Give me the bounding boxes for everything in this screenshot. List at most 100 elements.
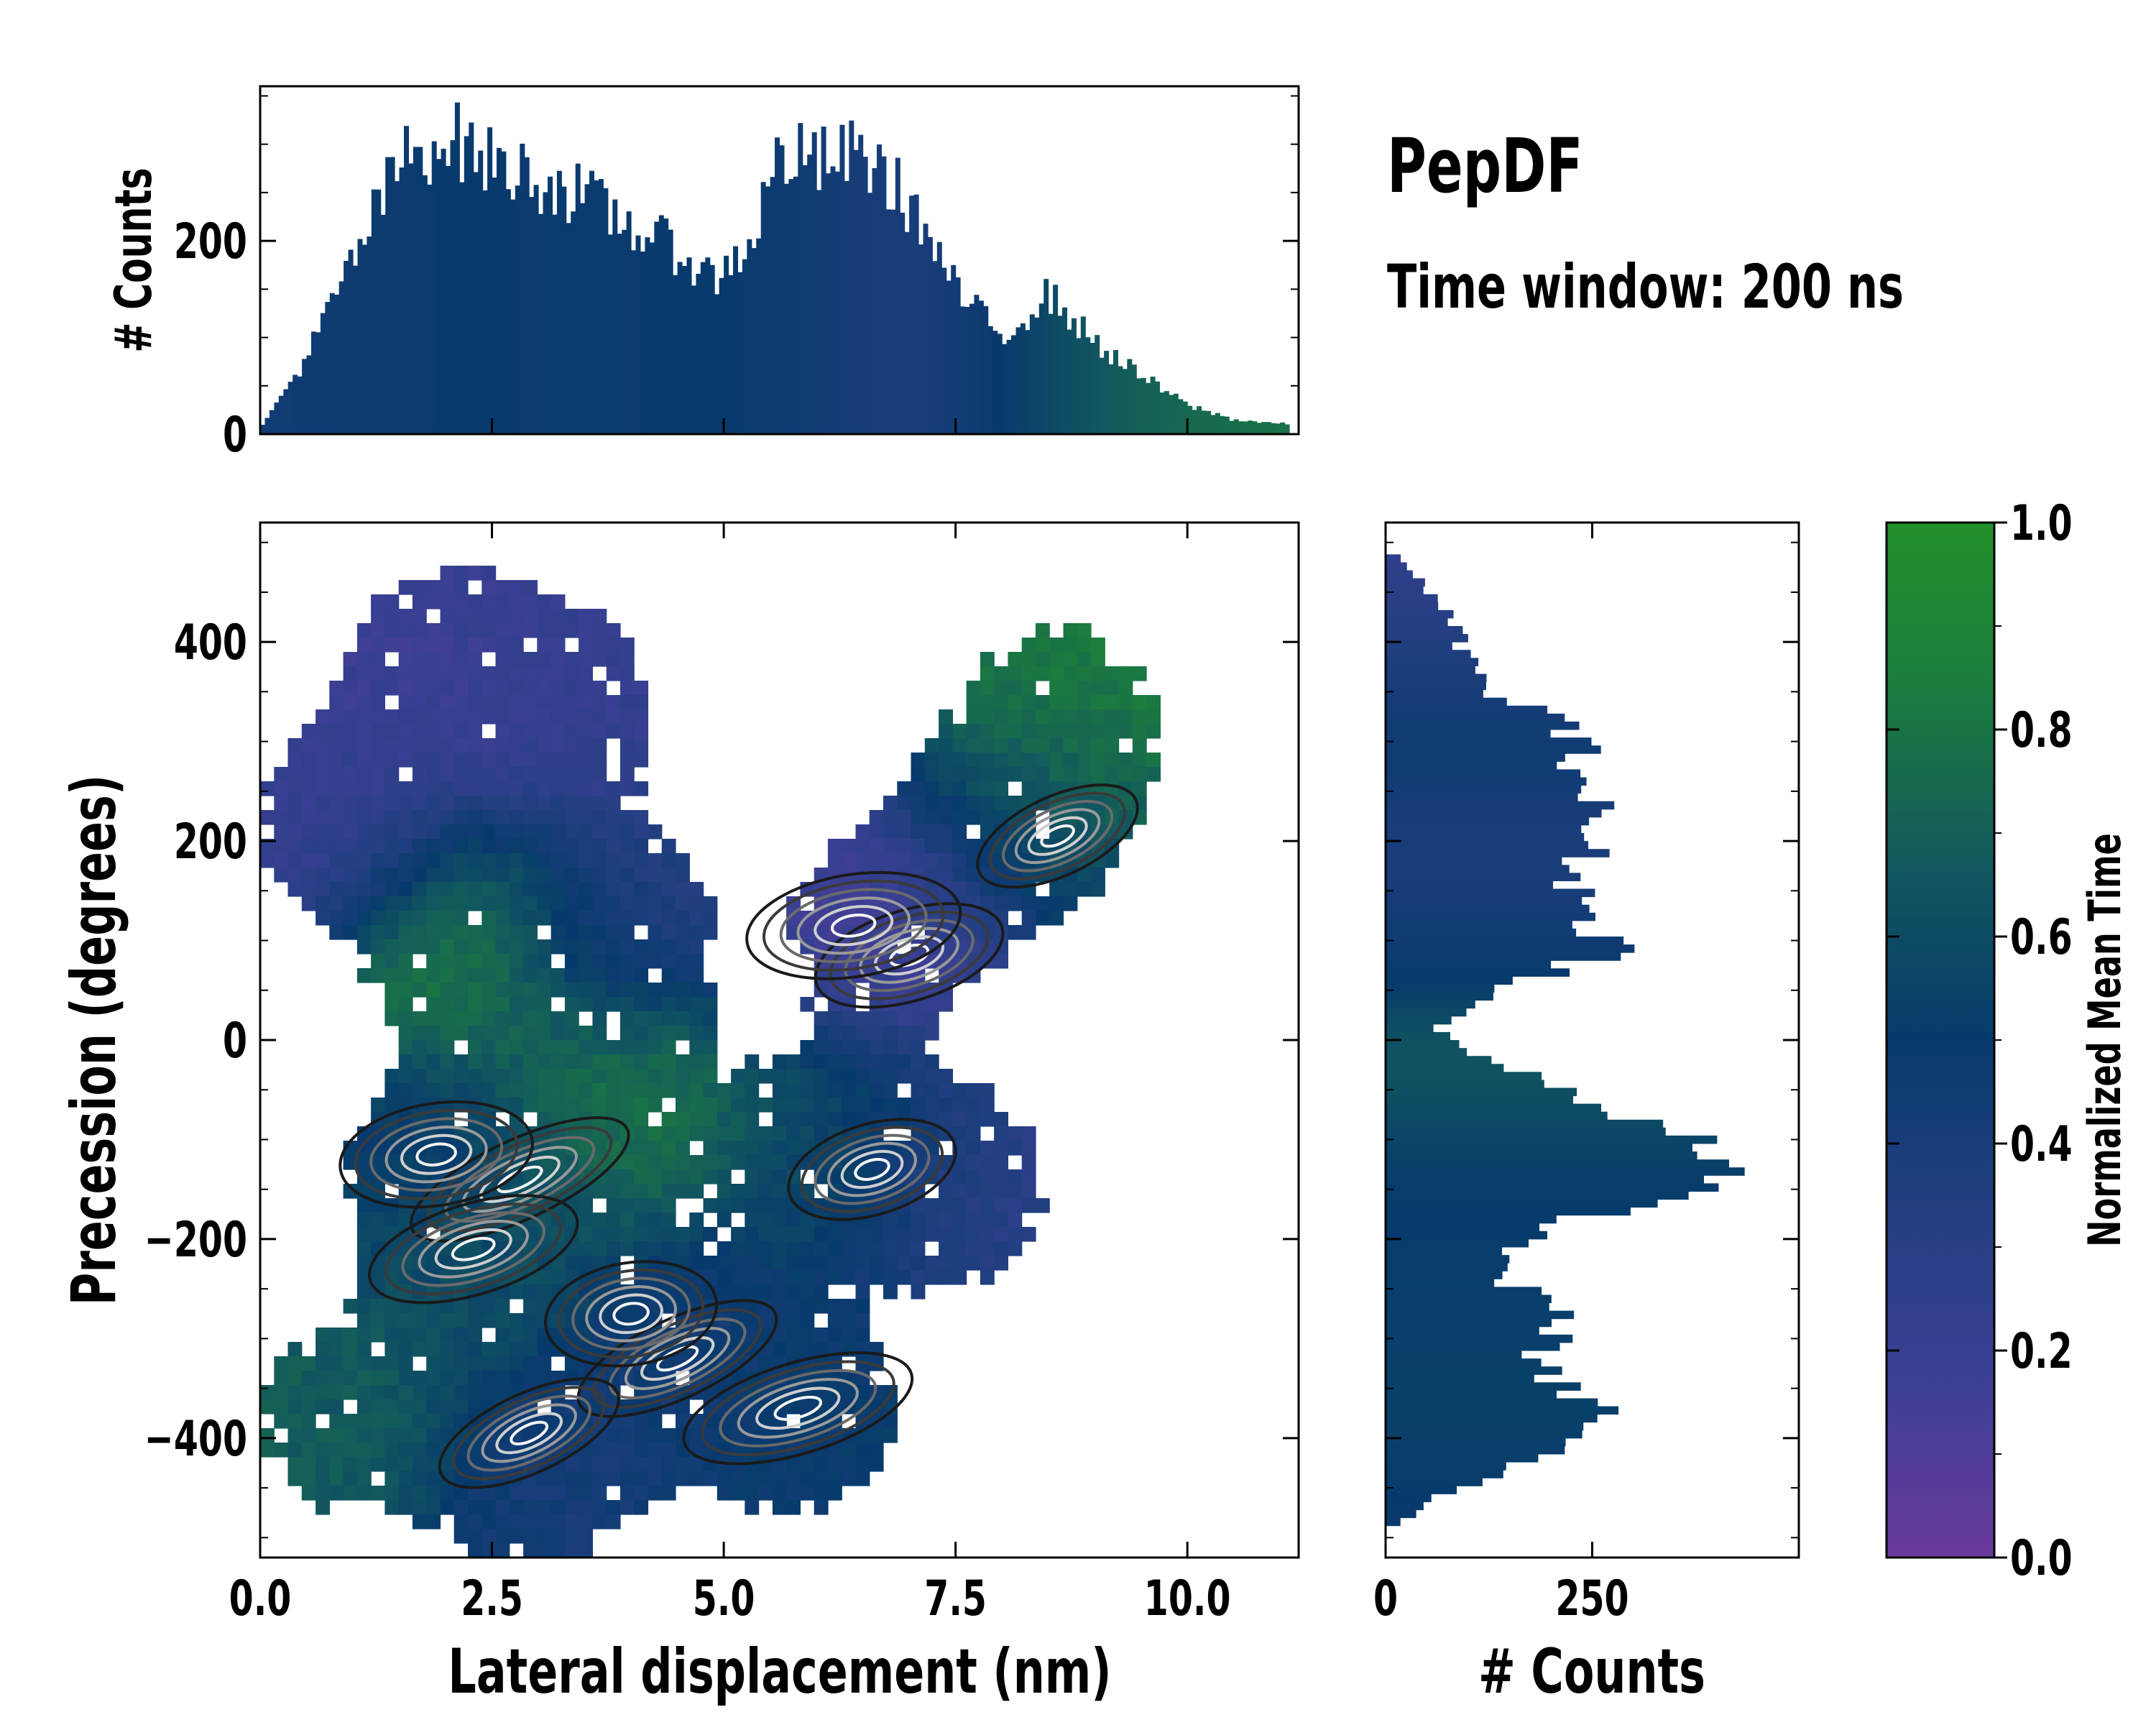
heatmap-cell (550, 1399, 566, 1414)
right-histogram-bar (1386, 1159, 1729, 1168)
heatmap-cell (827, 1026, 842, 1041)
heatmap-cell (274, 868, 289, 883)
heatmap-cell (550, 1514, 566, 1530)
heatmap-cell (482, 738, 497, 753)
top-histogram-bar (297, 376, 303, 434)
heatmap-cell (398, 666, 413, 681)
heatmap-cell (606, 810, 621, 825)
right-histogram-bar (1386, 1064, 1504, 1072)
heatmap-cell (619, 709, 635, 724)
heatmap-cell (453, 666, 469, 681)
heatmap-cell (606, 1083, 621, 1098)
heatmap-cell (329, 796, 344, 811)
heatmap-cell (384, 1098, 400, 1113)
heatmap-cell (412, 1054, 427, 1070)
heatmap-cell (924, 1270, 939, 1285)
heatmap-cell (952, 1126, 967, 1141)
density-contour (452, 1386, 606, 1481)
heatmap-cell (745, 1213, 760, 1228)
top-histogram-bar (1085, 337, 1091, 434)
heatmap-cell (966, 767, 981, 782)
density-contour (401, 1211, 546, 1287)
heatmap-cell (606, 638, 621, 653)
heatmap-cell (440, 1040, 455, 1055)
heatmap-cell (717, 1284, 732, 1300)
heatmap-cell (564, 609, 579, 624)
heatmap-cell (619, 868, 635, 883)
heatmap-cell (883, 853, 898, 868)
heatmap-cell (897, 781, 912, 796)
heatmap-cell (384, 767, 400, 782)
heatmap-cell (412, 1457, 427, 1472)
heatmap-cell (550, 939, 566, 954)
heatmap-cell (1035, 853, 1050, 868)
heatmap-cell (537, 695, 552, 710)
heatmap-cell (329, 738, 344, 753)
right-histogram-bar (1386, 713, 1565, 722)
heatmap-cell (384, 753, 400, 768)
heatmap-cell (550, 594, 566, 610)
heatmap-cell (412, 666, 427, 681)
heatmap-cell (952, 1213, 967, 1228)
top-histogram-bar (909, 196, 915, 434)
heatmap-cell (315, 882, 330, 897)
heatmap-cell (939, 839, 953, 854)
top-histogram-bar (515, 185, 520, 434)
heatmap-cell (619, 1241, 635, 1256)
heatmap-cell (495, 638, 510, 653)
heatmap-cell (426, 839, 441, 854)
heatmap-cell (329, 882, 344, 897)
heatmap-cell (523, 882, 538, 897)
heatmap-cell (1077, 868, 1092, 883)
heatmap-cell (717, 1112, 732, 1127)
heatmap-cell (1077, 709, 1092, 724)
top-histogram-bar (589, 170, 594, 434)
heatmap-cell (1118, 709, 1133, 724)
heatmap-cell (260, 1385, 275, 1400)
heatmap-cell (343, 1155, 358, 1170)
heatmap-cell (371, 1299, 385, 1314)
heatmap-cell (356, 925, 372, 940)
heatmap-cell (786, 1284, 801, 1300)
heatmap-cell (384, 824, 400, 840)
heatmap-cell (426, 954, 441, 969)
heatmap-cell (924, 853, 939, 868)
heatmap-cell (579, 997, 593, 1012)
heatmap-cell (468, 882, 482, 897)
heatmap-cell (482, 1443, 497, 1458)
top-histogram-bar (807, 155, 813, 434)
heatmap-cell (412, 609, 427, 624)
top-histogram-bar (413, 147, 418, 434)
heatmap-cell (966, 709, 981, 724)
density-contour (814, 905, 894, 947)
right-histogram-bar (1386, 777, 1587, 786)
heatmap-cell (564, 1098, 579, 1113)
heatmap-cell (676, 968, 690, 983)
heatmap-cell (1077, 810, 1092, 825)
heatmap-cell (689, 1457, 704, 1472)
heatmap-cell (994, 1241, 1008, 1256)
heatmap-cell (1132, 738, 1147, 753)
heatmap-cell (564, 1040, 579, 1055)
heatmap-cell (1021, 1227, 1036, 1242)
heatmap-cell (745, 1284, 760, 1300)
top-histogram-bar (913, 194, 919, 434)
heatmap-cell (606, 1069, 621, 1084)
heatmap-cell (398, 681, 413, 696)
heatmap-cell (883, 1011, 898, 1026)
top-histogram-bar (1229, 420, 1235, 434)
heatmap-cell (384, 1011, 400, 1026)
heatmap-cell (980, 1256, 995, 1271)
heatmap-cell (939, 796, 953, 811)
heatmap-cell (384, 666, 400, 681)
heatmap-cell (1091, 652, 1105, 667)
top-histogram-bar (1169, 395, 1174, 434)
heatmap-cell (453, 753, 469, 768)
heatmap-cell (564, 868, 579, 883)
heatmap-cell (564, 1457, 579, 1472)
top-histogram-bar (357, 239, 363, 434)
heatmap-cell (606, 868, 621, 883)
heatmap-cell (1146, 709, 1161, 724)
heatmap-cell (592, 1213, 607, 1228)
heatmap-cell (606, 652, 621, 667)
